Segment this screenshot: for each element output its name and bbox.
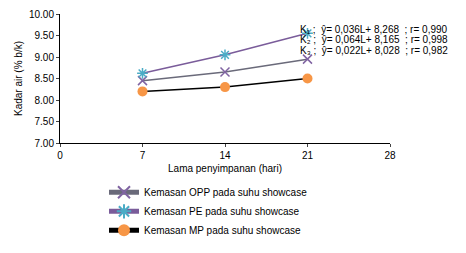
svg-text:K₂ ; ŷ= 0,064L+ 8,165 ; r= 0: K₂ ; ŷ= 0,064L+ 8,165 ; r= 0,998 bbox=[300, 34, 448, 45]
svg-text:8.50: 8.50 bbox=[35, 73, 55, 84]
svg-text:Kemasan MP pada suhu showcase: Kemasan MP pada suhu showcase bbox=[144, 225, 301, 236]
svg-text:14: 14 bbox=[219, 150, 231, 161]
svg-text:Kemasan OPP pada suhu showcase: Kemasan OPP pada suhu showcase bbox=[144, 187, 307, 198]
svg-text:10.00: 10.00 bbox=[29, 9, 54, 20]
svg-text:9.00: 9.00 bbox=[35, 52, 55, 63]
svg-text:Kemasan PE pada suhu showcase: Kemasan PE pada suhu showcase bbox=[144, 206, 300, 217]
svg-text:K₁ ; ŷ= 0,036L+ 8,268 ; r= 0: K₁ ; ŷ= 0,036L+ 8,268 ; r= 0,990 bbox=[300, 24, 448, 35]
svg-text:7: 7 bbox=[140, 150, 146, 161]
svg-text:K₃ ; ŷ= 0,022L+ 8,028 ; r= 0: K₃ ; ŷ= 0,022L+ 8,028 ; r= 0,982 bbox=[300, 45, 448, 56]
svg-text:9.50: 9.50 bbox=[35, 30, 55, 41]
svg-text:0: 0 bbox=[57, 150, 63, 161]
svg-text:8.00: 8.00 bbox=[35, 95, 55, 106]
svg-text:7.50: 7.50 bbox=[35, 116, 55, 127]
svg-text:7.00: 7.00 bbox=[35, 138, 55, 149]
svg-text:21: 21 bbox=[302, 150, 314, 161]
svg-text:28: 28 bbox=[384, 150, 396, 161]
svg-text:Lama penyimpanan (hari): Lama penyimpanan (hari) bbox=[168, 163, 282, 174]
svg-text:Kadar air (% b/k): Kadar air (% b/k) bbox=[13, 41, 24, 116]
